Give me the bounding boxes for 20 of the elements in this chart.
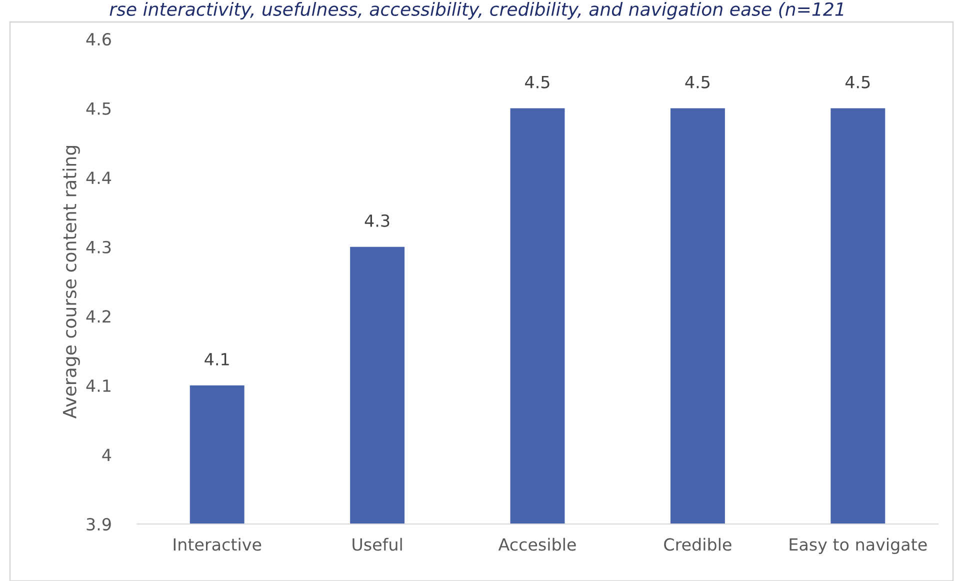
x-tick-label: Easy to navigate — [790, 538, 927, 554]
data-label: 4.5 — [845, 76, 870, 88]
chart-title: rse interactivity, usefulness, accessibility, credibility, and navigation ease (n=121 — [110, 2, 844, 20]
data-label: 4.5 — [525, 76, 550, 88]
y-tick-label: 4.6 — [86, 32, 111, 46]
data-label: 4.3 — [364, 214, 390, 227]
x-tick-label: Credible — [664, 538, 732, 551]
x-tick-label: Useful — [352, 538, 402, 551]
y-tick-label: 4.4 — [86, 172, 112, 184]
y-axis-title: Average course content rating — [62, 146, 80, 419]
y-tick-label: 3.9 — [86, 518, 111, 531]
data-label: 4.5 — [685, 76, 710, 88]
data-label: 4.1 — [204, 353, 229, 366]
y-tick-label: 4 — [102, 448, 112, 462]
y-tick-label: 4.2 — [86, 310, 110, 322]
x-tick-label: Accesible — [498, 538, 576, 551]
y-tick-label: 4.1 — [86, 380, 110, 392]
x-tick-label: Interactive — [174, 538, 262, 551]
y-tick-label: 4.3 — [86, 240, 111, 254]
y-tick-label: 4.5 — [86, 102, 111, 115]
